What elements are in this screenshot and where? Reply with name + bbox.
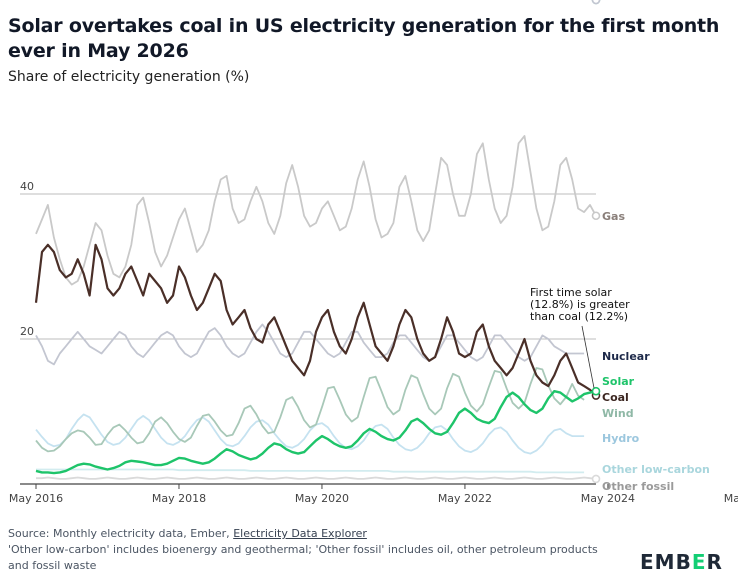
x-tick-label: May 2026 <box>724 492 738 505</box>
annotation-text-line: (12.8%) is greater <box>530 298 630 311</box>
series-label-wind: Wind <box>602 407 634 420</box>
chart-subtitle: Share of electricity generation (%) <box>8 69 250 85</box>
series-line-wind <box>35 367 585 453</box>
logo-text-left: EMB <box>640 550 692 574</box>
source-line: Source: Monthly electricity data, Ember,… <box>8 526 608 542</box>
series-label-other-fossil: Other fossil <box>602 480 674 493</box>
series-line-other-low-carbon <box>36 468 585 474</box>
gridlines <box>20 193 596 485</box>
series-line-coal <box>34 243 597 397</box>
y-tick-label: 20 <box>20 325 34 338</box>
end-marker-nuclear <box>591 0 601 5</box>
footer-note: 'Other low-carbon' includes bioenergy an… <box>8 543 598 572</box>
x-tick-label: May 2022 <box>438 492 492 505</box>
series-line-solar <box>35 390 597 475</box>
series-label-hydro: Hydro <box>602 432 640 445</box>
logo-text-accent: E <box>691 550 707 574</box>
x-tick-label: May 2020 <box>295 492 349 505</box>
annotation-text-line: First time solar <box>530 286 612 299</box>
series-lines <box>34 0 601 484</box>
footer: Source: Monthly electricity data, Ember,… <box>8 526 608 574</box>
series-line-nuclear <box>35 323 585 366</box>
annotation-text-line: than coal (12.2%) <box>530 310 628 323</box>
end-marker-gas <box>591 211 601 221</box>
x-tick-label: May 2024 <box>581 492 635 505</box>
chart-title: Solar overtakes coal in US electricity g… <box>8 15 720 62</box>
y-tick-label: 40 <box>20 180 34 193</box>
series-labels: Gas Nuclear Solar Coal Wind Hydro Other low-ca… <box>602 210 710 493</box>
x-tick-label: May 2018 <box>152 492 206 505</box>
series-label-gas: Gas <box>602 210 625 223</box>
end-marker-solar <box>591 386 601 396</box>
x-tick-label: May 2016 <box>9 492 63 505</box>
series-line-other-fossil <box>36 476 597 480</box>
source-link[interactable]: Electricity Data Explorer <box>233 527 367 540</box>
axis-ticks: 20 40 May 2016 May 2018 May 2020 May 2022 May … <box>9 180 738 505</box>
series-label-solar: Solar <box>602 375 635 388</box>
series-label-coal: Coal <box>602 391 629 404</box>
end-marker-other-fossil <box>591 474 601 484</box>
series-label-nuclear: Nuclear <box>602 350 650 363</box>
source-text: Source: Monthly electricity data, Ember, <box>8 527 234 540</box>
line-chart: 20 40 May 2016 May 2018 May 2020 May 2022 May … <box>9 0 738 505</box>
series-label-other-low-carbon: Other low-carbon <box>602 463 710 476</box>
series-line-hydro <box>35 413 585 455</box>
annotation-pointer <box>581 325 595 389</box>
ember-logo: EMBER <box>640 550 723 574</box>
series-line-gas <box>35 135 597 286</box>
logo-text-right: R <box>706 550 723 574</box>
